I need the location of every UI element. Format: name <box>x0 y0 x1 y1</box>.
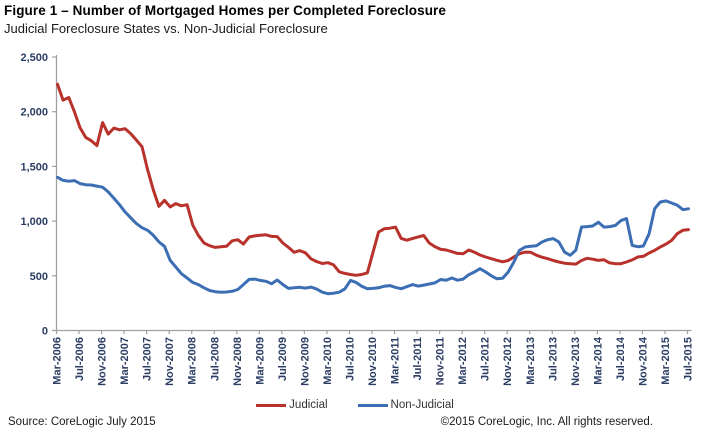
x-axis-tick-label: Jul-2009 <box>277 337 289 381</box>
x-axis-tick-label: Nov-2010 <box>367 337 379 386</box>
legend-label: Judicial <box>289 399 328 411</box>
x-axis-tick-label: Nov-2014 <box>637 336 649 386</box>
x-axis-tick-label: Jul-2015 <box>683 337 695 381</box>
chart-legend: Judicial Non-Judicial <box>0 399 710 411</box>
x-axis-tick-label: Mar-2012 <box>457 337 469 385</box>
line-chart-canvas: 0 500 1,000 1,500 2,000 2,500 Mar-2006 Jul-2006… <box>20 52 695 386</box>
legend-line-swatch <box>357 403 388 407</box>
x-axis-tick-label: Nov-2008 <box>232 337 244 386</box>
x-axis-tick-label: Nov-2007 <box>164 337 176 386</box>
x-axis-tick-label: Mar-2009 <box>254 337 266 385</box>
chart-subtitle: Judicial Foreclosure States vs. Non-Judi… <box>4 21 328 36</box>
y-axis-tick-label: 0 <box>42 326 48 338</box>
x-axis-tick-label: Jul-2008 <box>209 337 221 381</box>
source-note: Source: CoreLogic July 2015 <box>8 416 156 428</box>
chart-title: Figure 1 – Number of Mortgaged Homes per… <box>4 3 447 18</box>
series-line-non-judicial <box>56 175 690 296</box>
y-axis-tick-label: 500 <box>30 271 48 283</box>
copyright-note: ©2015 CoreLogic, Inc. All rights reserve… <box>440 416 653 428</box>
x-axis-tick-label: Mar-2007 <box>119 337 131 385</box>
x-axis-tick-label: Nov-2012 <box>502 337 514 386</box>
x-axis-tick-label: Mar-2014 <box>592 336 604 385</box>
legend-item-judicial: Judicial <box>256 399 328 411</box>
series-line-judicial <box>56 82 690 277</box>
y-axis-tick-label: 1,000 <box>20 216 48 228</box>
x-axis-tick-label: Mar-2010 <box>322 337 334 385</box>
x-axis-tick-label: Mar-2008 <box>187 337 199 385</box>
x-axis-tick-label: Jul-2007 <box>142 337 154 381</box>
x-axis-tick-label: Jul-2011 <box>412 337 424 380</box>
y-axis-tick-label: 2,000 <box>20 107 48 119</box>
legend-label: Non-Judicial <box>390 399 454 411</box>
x-axis-tick-label: Jul-2014 <box>615 336 627 381</box>
x-axis-tick-label: Mar-2015 <box>660 337 672 385</box>
x-axis-tick-label: Nov-2006 <box>97 337 109 386</box>
x-axis-tick-label: Mar-2006 <box>52 337 64 385</box>
x-axis-tick-label: Jul-2010 <box>344 337 356 381</box>
legend-item-non-judicial: Non-Judicial <box>357 399 454 411</box>
legend-line-swatch <box>256 403 287 407</box>
x-axis-tick-label: Jul-2013 <box>547 337 559 381</box>
x-axis-tick-label: Nov-2011 <box>435 337 447 385</box>
y-axis-tick-label: 1,500 <box>20 161 48 173</box>
x-axis-tick-label: Jul-2006 <box>74 337 86 381</box>
y-axis-tick-label: 2,500 <box>20 52 48 64</box>
x-axis-tick-label: Nov-2013 <box>570 337 582 386</box>
x-axis-tick-label: Jul-2012 <box>480 337 492 381</box>
x-axis-tick-label: Mar-2011 <box>390 337 402 384</box>
x-axis-tick-label: Mar-2013 <box>525 337 537 385</box>
x-axis-tick-label: Nov-2009 <box>299 337 311 386</box>
